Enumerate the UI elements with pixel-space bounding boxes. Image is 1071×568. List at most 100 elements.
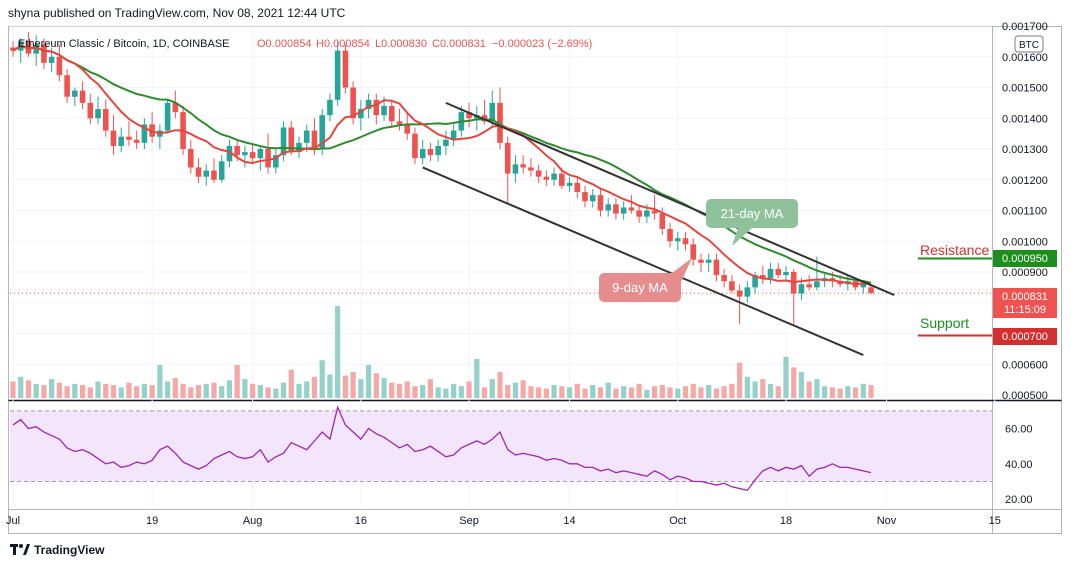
last-price: 0.000831 bbox=[1002, 291, 1048, 303]
candle bbox=[736, 284, 743, 325]
candle-body bbox=[512, 164, 519, 174]
volume-bar bbox=[621, 386, 627, 398]
resistance-label: Resistance bbox=[920, 242, 989, 258]
volume-bar bbox=[474, 359, 480, 398]
volume-bar bbox=[636, 383, 642, 398]
volume-bar bbox=[644, 389, 650, 398]
volume-bar bbox=[597, 387, 604, 398]
candle bbox=[373, 93, 380, 125]
candle-body bbox=[729, 281, 735, 291]
volume-bar bbox=[505, 385, 511, 398]
volume-bar bbox=[497, 372, 503, 398]
volume-bar bbox=[41, 385, 47, 398]
candle bbox=[242, 145, 248, 168]
volume-bar bbox=[690, 383, 696, 398]
volume-bar bbox=[350, 372, 356, 398]
candle-body bbox=[412, 133, 418, 159]
volume-bar bbox=[682, 386, 689, 398]
volume-bar bbox=[149, 385, 155, 398]
volume-bar bbox=[134, 386, 140, 398]
candle bbox=[744, 281, 751, 303]
candle bbox=[489, 90, 496, 128]
volume-bar bbox=[180, 383, 186, 398]
ma9-line bbox=[12, 44, 872, 286]
candle-body bbox=[713, 259, 720, 276]
candle bbox=[203, 164, 210, 186]
candle bbox=[249, 142, 256, 165]
candle-body bbox=[628, 207, 635, 211]
volume-bar bbox=[211, 382, 217, 398]
candle-body bbox=[404, 124, 411, 134]
candle-body bbox=[589, 195, 596, 202]
volume-bar bbox=[79, 385, 86, 398]
candle-body bbox=[574, 182, 581, 193]
volume-bar bbox=[466, 381, 472, 398]
candle bbox=[33, 35, 39, 66]
candle-body bbox=[95, 109, 101, 119]
candle-body bbox=[620, 207, 627, 214]
volume-bar bbox=[814, 379, 820, 398]
candle-body bbox=[698, 259, 704, 263]
volume-bar bbox=[110, 385, 117, 398]
candle-body bbox=[358, 109, 364, 119]
volume-bar bbox=[157, 364, 163, 398]
candle-body bbox=[41, 44, 47, 63]
volume-bar bbox=[675, 388, 681, 398]
volume-bar bbox=[219, 386, 225, 398]
candle-body bbox=[203, 170, 210, 177]
candle-body bbox=[118, 136, 125, 146]
channel-upper-line bbox=[445, 101, 895, 296]
candle bbox=[110, 115, 117, 156]
candle bbox=[721, 268, 727, 288]
candle bbox=[126, 121, 132, 146]
candle-body bbox=[528, 167, 534, 171]
volume-bar bbox=[335, 306, 341, 398]
candle-body bbox=[613, 204, 619, 214]
bar-countdown: 11:15:09 bbox=[1004, 304, 1046, 316]
candle-body bbox=[211, 170, 217, 180]
candle bbox=[651, 195, 658, 220]
candle bbox=[589, 188, 596, 208]
footer[interactable]: TradingView bbox=[10, 543, 104, 557]
volume-bar bbox=[822, 386, 828, 398]
candle-body bbox=[33, 44, 39, 54]
candle bbox=[667, 222, 673, 248]
volume-bar bbox=[590, 385, 596, 398]
time-tick-label: 16 bbox=[355, 515, 367, 527]
candle bbox=[574, 176, 581, 199]
volume-bar bbox=[543, 388, 549, 398]
volume-bar bbox=[203, 383, 209, 398]
volume-bar bbox=[860, 383, 866, 398]
candle bbox=[613, 198, 619, 220]
candle-body bbox=[311, 130, 318, 149]
price-tick-label: 0.001100 bbox=[1002, 206, 1047, 218]
volume-bar bbox=[713, 388, 720, 398]
volume-bar bbox=[288, 369, 294, 398]
candle bbox=[95, 96, 101, 125]
candle-body bbox=[651, 210, 658, 214]
volume-bar bbox=[319, 360, 325, 398]
candle-body bbox=[342, 50, 349, 88]
ohlc-change: −0.000023 (−2.69%) bbox=[492, 38, 592, 50]
candle bbox=[319, 109, 325, 156]
volume-bar bbox=[389, 382, 395, 398]
volume-bar bbox=[226, 380, 233, 398]
candle-body bbox=[466, 112, 472, 119]
volume-bar bbox=[775, 386, 781, 398]
candle-body bbox=[226, 145, 233, 162]
candle bbox=[582, 185, 588, 208]
volume-bar bbox=[126, 382, 132, 398]
candle bbox=[419, 139, 426, 165]
candle-body bbox=[435, 145, 441, 156]
candle-body bbox=[543, 176, 550, 180]
candle bbox=[698, 253, 704, 272]
candle bbox=[628, 195, 635, 214]
time-tick-label: 18 bbox=[780, 515, 792, 527]
candle-body bbox=[481, 115, 488, 122]
time-tick-label: 19 bbox=[146, 515, 158, 527]
ohlc-close: C0.000831 bbox=[432, 38, 486, 50]
volume-bar bbox=[56, 382, 62, 398]
volume-bar bbox=[698, 387, 704, 398]
candle-body bbox=[783, 272, 789, 276]
